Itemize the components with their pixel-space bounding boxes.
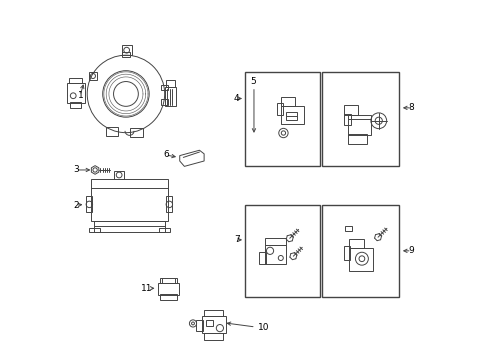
Bar [347,134,368,144]
Bar [94,221,165,232]
Bar [122,51,130,57]
Text: 11: 11 [141,284,153,293]
Bar [286,112,297,121]
Bar [349,239,364,248]
Bar [167,196,172,212]
Bar [281,106,304,124]
Bar [122,45,132,55]
Bar [160,294,177,300]
Bar [204,310,223,316]
Bar [160,278,177,283]
Bar [165,87,176,107]
Text: 9: 9 [408,246,414,255]
Bar [68,83,85,103]
Bar [347,115,371,135]
Text: 3: 3 [74,166,79,175]
Bar [281,97,295,106]
Bar [204,333,223,340]
Bar [89,72,97,80]
Bar [91,179,168,221]
Bar [106,127,118,135]
Bar [69,78,82,83]
Text: 5: 5 [250,77,256,86]
Bar [158,283,179,295]
Bar [166,80,175,87]
Text: 4: 4 [234,94,240,103]
Bar [344,246,350,260]
Bar [265,245,286,265]
Bar [202,316,226,333]
Bar [344,114,351,125]
Bar [161,85,168,90]
Bar [87,196,92,212]
Text: 10: 10 [258,323,269,332]
Bar [114,171,124,179]
Bar [196,320,203,330]
Text: 8: 8 [408,103,414,112]
Bar [259,252,266,265]
Bar [322,72,399,166]
Text: 6: 6 [163,150,169,159]
Bar [129,128,143,137]
Bar [265,238,286,245]
Text: 7: 7 [234,235,240,244]
Bar [205,320,213,326]
Bar [89,228,100,232]
Bar [159,228,170,232]
Bar [71,102,81,108]
Bar [245,205,320,297]
Bar [277,103,283,115]
Bar [344,105,358,115]
Bar [161,99,168,105]
Text: 2: 2 [74,201,79,210]
Bar [245,72,320,166]
Bar [345,226,351,231]
Text: 1: 1 [78,91,84,100]
Bar [322,205,399,297]
Bar [349,248,373,271]
